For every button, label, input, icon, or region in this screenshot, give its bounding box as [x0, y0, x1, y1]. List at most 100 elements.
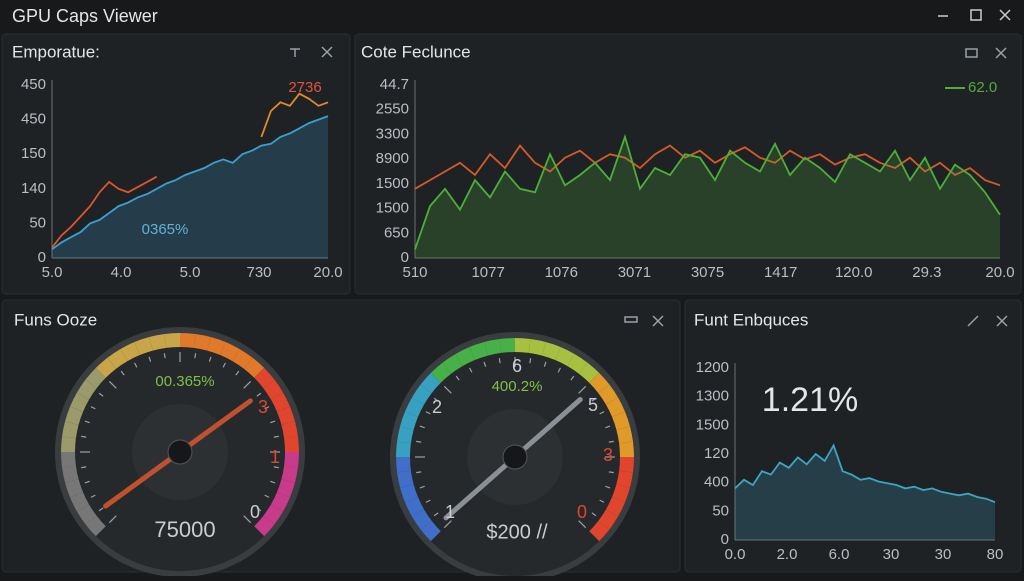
gauge-tick	[608, 471, 614, 474]
gauge-tick	[433, 512, 439, 517]
gauge-arc	[62, 465, 79, 483]
y-tick-label: 1500	[376, 175, 409, 192]
gauge-arc	[442, 353, 463, 374]
gauge-tick	[222, 362, 226, 368]
panel	[684, 299, 1022, 573]
gauge-tick	[108, 380, 117, 389]
gauge-arc	[528, 339, 546, 356]
gauge-tick	[599, 499, 605, 503]
panel	[1, 33, 351, 295]
gauge-label: 5	[588, 395, 598, 415]
gauge-arc	[254, 367, 275, 389]
gauge-tick	[498, 358, 501, 364]
y-tick-label: 150	[21, 145, 46, 162]
gauge-tick	[84, 420, 90, 424]
gauge-tick	[483, 361, 487, 367]
gauge-tick	[98, 507, 104, 512]
y-tick-label: 650	[384, 224, 409, 241]
y-tick-label: 0	[721, 531, 729, 548]
x-tick-label: 2.0	[777, 546, 798, 563]
gauge-arc	[578, 362, 600, 383]
panel-title: Funs Ooze	[14, 310, 97, 329]
y-tick-label: 1300	[696, 388, 729, 405]
gauge-label: 75000	[154, 517, 215, 542]
gauge-arc	[107, 348, 128, 369]
legend-label: 62.0	[968, 79, 997, 96]
gauge-tick	[419, 425, 425, 429]
gauge-arc	[76, 504, 97, 525]
panel-controls[interactable]	[290, 46, 1008, 327]
y-tick-label: 1500	[696, 416, 729, 433]
gauge-tick	[543, 361, 547, 367]
gauge-arc	[243, 357, 265, 378]
panel-title: Emporatue:	[12, 42, 100, 61]
gauge-tick	[433, 397, 439, 402]
y-tick-label: 120	[704, 445, 729, 462]
x-tick-label: 120.0	[835, 264, 873, 281]
gauge-arc	[405, 397, 425, 417]
gauge-tick	[163, 353, 166, 359]
y-tick-label: 44.7	[380, 76, 409, 93]
line-series	[734, 443, 996, 504]
annotation: 2736	[288, 79, 321, 96]
x-tick-label: 1417	[764, 264, 797, 281]
y-tick-label: 3300	[376, 125, 409, 142]
gauge-arc	[263, 504, 284, 525]
line-series	[414, 144, 1001, 190]
x-tick-label: 20.0	[985, 264, 1014, 281]
gauge-arc	[420, 520, 441, 542]
gauge-arc	[232, 348, 253, 369]
gauge-label: $200 //	[486, 521, 548, 543]
gauge-arc	[396, 441, 411, 458]
gauge-arc	[484, 339, 502, 356]
gauge-tick	[208, 356, 212, 362]
gauge-label: 0	[250, 502, 260, 522]
gauge-arc	[65, 479, 84, 498]
gauge-arc	[281, 421, 298, 439]
gauge-arc	[514, 338, 531, 353]
x-tick-label: 5.0	[42, 264, 63, 281]
x-tick-label: 510	[402, 264, 427, 281]
gauge-arc	[164, 333, 181, 348]
area	[52, 116, 328, 258]
gauge-tick	[270, 420, 276, 424]
gauge-tick	[425, 499, 431, 503]
gauge-tick	[599, 411, 605, 415]
x-tick-label: 20.0	[313, 264, 342, 281]
gauge-label: 1	[270, 447, 280, 467]
gauge-tick	[194, 353, 197, 359]
gauge-label: 0	[577, 502, 587, 522]
x-tick-label: 80	[987, 546, 1004, 563]
gauge-arc	[95, 357, 117, 378]
x-tick-label: 29.3	[912, 264, 941, 281]
gauge-arc	[284, 451, 299, 468]
gauge-arc	[284, 436, 299, 453]
gauge-tick	[264, 406, 270, 410]
gauge-tick	[273, 466, 279, 469]
y-tick-label: 2550	[376, 101, 409, 118]
gauge-arc	[276, 479, 295, 498]
gauge-arc	[276, 406, 295, 425]
gauge-arc	[589, 372, 610, 394]
window-controls[interactable]	[938, 9, 1011, 21]
gauge-tick	[148, 356, 152, 362]
gauge-tick	[243, 515, 252, 524]
y-tick-label: 1200	[696, 359, 729, 376]
gauge-arc	[263, 379, 284, 400]
gauge-arc	[400, 484, 419, 503]
x-tick-label: 3071	[618, 264, 651, 281]
gauge-tick	[425, 411, 431, 415]
gauge-arc	[70, 492, 90, 512]
gauge-arc	[619, 456, 634, 473]
gauge-tick	[591, 397, 597, 402]
y-tick-label: 0	[401, 249, 409, 266]
gauge-tick	[256, 392, 262, 397]
y-tick-label: 450	[21, 76, 46, 93]
x-tick-label: 730	[246, 264, 271, 281]
gauge-tick	[84, 480, 90, 484]
gauge-tick	[443, 385, 452, 394]
gauge-label: 3	[603, 445, 613, 465]
gauge-tick	[134, 362, 138, 368]
x-tick-label: 1076	[545, 264, 578, 281]
gauge-tick	[416, 440, 422, 443]
